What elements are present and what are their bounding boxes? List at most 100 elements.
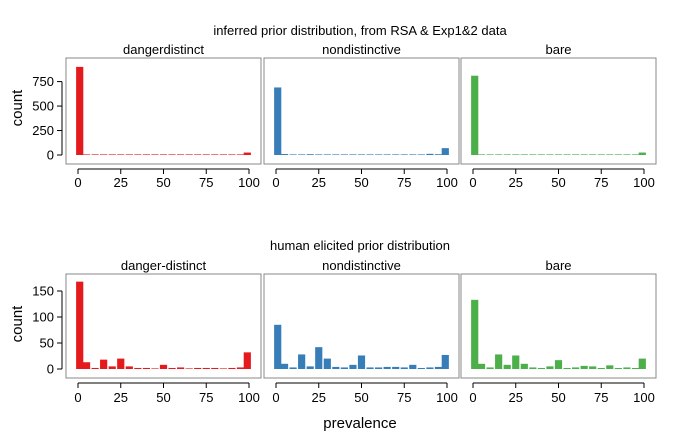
inferred-y-tick-label-750: 750 <box>32 74 54 89</box>
human-panel-nondistinctive-bar-40 <box>340 367 348 369</box>
human-panel-danger-distinct-x-tick-label-100: 100 <box>238 390 260 405</box>
inferred-panel-dangerdistinct-x-tick-label-0: 0 <box>74 175 81 190</box>
human-panel-bare-bar-80 <box>606 365 614 369</box>
inferred-panel-dangerdistinct-bar-99 <box>243 152 251 155</box>
human-y-tick-label-100: 100 <box>32 310 54 325</box>
inferred-prior-chart: inferred prior distribution, from RSA & … <box>9 23 657 190</box>
inferred-panel-dangerdistinct-x-tick-label-75: 75 <box>199 175 213 190</box>
human-panel-bare-bar-65 <box>580 365 588 369</box>
human-panel-nondistinctive-x-tick-label-25: 25 <box>312 390 326 405</box>
inferred-panel-bare-x-tick-label-0: 0 <box>469 175 476 190</box>
inferred-panel-bare-bar-70 <box>589 154 597 155</box>
human-panel-bare-bar-75 <box>597 367 605 369</box>
human-panel-danger-distinct: danger-distinct 0 25 50 75 100 <box>65 257 262 405</box>
inferred-panel-nondistinctive-bar-55 <box>366 154 374 155</box>
inferred-panel-dangerdistinct-bar-95 <box>236 154 245 155</box>
inferred-panel-nondistinctive-bar-20 <box>306 154 314 155</box>
inferred-panel-bare-x-tick-label-25: 25 <box>509 175 523 190</box>
human-panel-bare-facet-label: bare <box>545 258 571 273</box>
inferred-panel-bare-x-tick-label-75: 75 <box>594 175 608 190</box>
inferred-panel-nondistinctive-bar-40 <box>340 154 348 155</box>
human-panel-nondistinctive-facet-label: nondistinctive <box>322 258 401 273</box>
human-panel-danger-distinct-bar-5 <box>82 362 91 369</box>
human-panel-bare-bar-25 <box>512 355 520 369</box>
human-panel-danger-distinct-bar-90 <box>228 367 236 369</box>
human-panel-danger-distinct-bar-45 <box>151 368 159 369</box>
inferred-panel-nondistinctive: nondistinctive 0 25 50 75 100 <box>263 41 460 190</box>
human-panel-danger-distinct-x-tick-label-0: 0 <box>74 390 81 405</box>
human-panel-bare-bar-50 <box>554 360 563 369</box>
inferred-panel-bare-bar-75 <box>597 154 605 155</box>
inferred-panel-bare-facet-label: bare <box>545 42 571 57</box>
inferred-panel-dangerdistinct-bar-75 <box>202 154 210 155</box>
human-panel-nondistinctive-bar-10 <box>289 367 297 369</box>
inferred-panel-nondistinctive-bar-1 <box>274 87 282 155</box>
inferred-chart-title: inferred prior distribution, from RSA & … <box>213 23 507 38</box>
inferred-panel-bare-bar-90 <box>623 154 631 155</box>
inferred-panel-nondistinctive-bar-60 <box>375 154 383 155</box>
human-panel-bare-bar-70 <box>589 366 597 369</box>
human-panel-bare-x-tick-label-75: 75 <box>594 390 608 405</box>
inferred-panel-nondistinctive-bar-25 <box>315 154 323 155</box>
inferred-panel-nondistinctive-frame <box>263 57 460 165</box>
inferred-y-tick-label-500: 500 <box>32 99 54 114</box>
human-chart-title: human elicited prior distribution <box>270 238 450 253</box>
human-panel-bare-bar-90 <box>623 367 631 369</box>
inferred-y-tick-label-0: 0 <box>47 148 54 163</box>
human-panel-nondistinctive-bar-90 <box>426 367 434 369</box>
inferred-panel-bare-bar-25 <box>512 154 520 155</box>
human-panel-danger-distinct-bar-95 <box>236 367 245 369</box>
human-panel-danger-distinct-bar-60 <box>177 367 185 369</box>
inferred-panel-dangerdistinct-bar-20 <box>108 154 116 155</box>
inferred-panel-bare-bar-50 <box>554 154 563 155</box>
human-panel-bare-bar-99 <box>638 358 646 369</box>
inferred-panel-bare-x-tick-label-100: 100 <box>633 175 655 190</box>
inferred-panel-dangerdistinct-bar-15 <box>100 154 108 155</box>
human-panel-bare: bare 0 25 50 75 100 <box>460 257 657 405</box>
human-panel-danger-distinct-bar-15 <box>100 359 108 369</box>
inferred-panel-nondistinctive-bar-95 <box>434 154 443 155</box>
inferred-panel-bare-bar-15 <box>495 154 503 155</box>
human-panel-nondistinctive-bar-50 <box>357 355 366 369</box>
inferred-panel-bare-bar-99 <box>638 152 646 155</box>
human-panel-bare-bar-15 <box>495 354 503 369</box>
human-panel-bare-bar-35 <box>529 367 537 369</box>
human-panel-bare-bar-20 <box>503 364 511 369</box>
human-y-tick-label-150: 150 <box>32 284 54 299</box>
inferred-y-axis-label: count <box>9 89 26 127</box>
inferred-panel-bare-bar-30 <box>520 154 528 155</box>
human-y-tick-label-0: 0 <box>47 362 54 377</box>
inferred-panel-bare-bar-5 <box>477 154 486 155</box>
x-axis-label-prevalence: prevalence <box>323 415 396 432</box>
human-panel-danger-distinct-bar-30 <box>125 366 133 369</box>
human-panel-nondistinctive-bar-25 <box>315 347 323 369</box>
inferred-panel-dangerdistinct-x-tick-label-50: 50 <box>156 175 170 190</box>
human-panel-danger-distinct-bar-35 <box>134 367 142 369</box>
human-panel-danger-distinct-bar-70 <box>194 367 202 369</box>
inferred-panel-dangerdistinct-x-tick-label-100: 100 <box>238 175 260 190</box>
human-panel-danger-distinct-bar-10 <box>91 367 99 369</box>
human-panel-danger-distinct-bar-20 <box>108 366 116 369</box>
human-panel-danger-distinct-x-tick-label-75: 75 <box>199 390 213 405</box>
inferred-panel-nondistinctive-bar-5 <box>280 154 289 155</box>
human-panel-nondistinctive-bar-20 <box>306 366 314 369</box>
human-panel-nondistinctive-bar-60 <box>375 367 383 369</box>
human-panel-bare-bar-55 <box>563 367 571 369</box>
inferred-panel-nondistinctive-bar-70 <box>392 154 400 155</box>
inferred-panel-nondistinctive-x-tick-label-100: 100 <box>436 175 458 190</box>
inferred-panel-dangerdistinct-bar-50 <box>159 154 168 155</box>
inferred-panel-bare-bar-55 <box>563 154 571 155</box>
human-panel-bare-bar-5 <box>477 363 486 369</box>
inferred-panel-bare-bar-10 <box>486 154 494 155</box>
human-panel-nondistinctive-bar-65 <box>383 366 391 369</box>
inferred-panel-nondistinctive-bar-45 <box>349 154 357 155</box>
human-panel-nondistinctive-bar-99 <box>441 354 449 369</box>
inferred-panel-dangerdistinct-bar-85 <box>219 154 227 155</box>
inferred-panel-dangerdistinct-bar-25 <box>117 154 125 155</box>
human-panel-nondistinctive-bar-15 <box>298 354 306 369</box>
inferred-panel-nondistinctive-facet-label: nondistinctive <box>322 42 401 57</box>
inferred-panel-dangerdistinct-bar-90 <box>228 154 236 155</box>
inferred-panel-bare-bar-40 <box>537 154 545 155</box>
